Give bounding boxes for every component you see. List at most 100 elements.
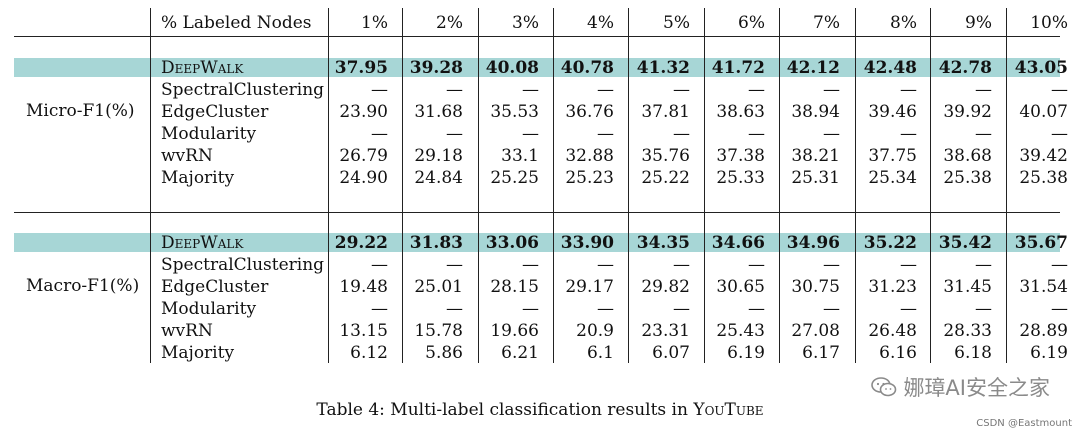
table-cell: 37.75 <box>868 146 917 166</box>
method-name: SpectralClustering <box>161 80 325 100</box>
method-name: Modularity <box>161 124 257 144</box>
column-header: 8% <box>890 13 917 33</box>
table-cell: 25.43 <box>716 321 765 341</box>
table-cell: 37.81 <box>641 102 690 122</box>
method-name: DeepWalk <box>161 58 244 78</box>
column-divider <box>553 8 554 363</box>
table-cell: 6.17 <box>802 343 840 363</box>
column-header: 3% <box>512 13 539 33</box>
table-cell: 15.78 <box>414 321 463 341</box>
table-cell: 25.01 <box>414 277 463 297</box>
table-cell: 39.46 <box>868 102 917 122</box>
column-divider <box>1006 8 1007 363</box>
table-cell: — <box>673 299 690 319</box>
table-cell: 28.89 <box>1019 321 1068 341</box>
table-cell: — <box>823 255 840 275</box>
table-cell: 41.72 <box>711 58 765 78</box>
table-cell: — <box>522 255 539 275</box>
table-cell: 39.92 <box>943 102 992 122</box>
table-cell: 42.48 <box>863 58 917 78</box>
table-cell: 29.18 <box>414 146 463 166</box>
table-cell: 23.31 <box>641 321 690 341</box>
table-cell: — <box>446 299 463 319</box>
table-cell: 34.96 <box>786 233 840 253</box>
table-cell: 13.15 <box>339 321 388 341</box>
table-cell: 33.06 <box>485 233 539 253</box>
table-cell: — <box>597 124 614 144</box>
table-cell: — <box>673 124 690 144</box>
table-cell: 42.78 <box>938 58 992 78</box>
table-cell: 25.22 <box>641 168 690 188</box>
table-cell: 36.76 <box>565 102 614 122</box>
table-cell: 25.38 <box>943 168 992 188</box>
column-divider <box>704 8 705 363</box>
table-cell: 25.34 <box>868 168 917 188</box>
watermark: 娜璋AI安全之家 <box>871 372 1050 402</box>
table-cell: 35.67 <box>1014 233 1068 253</box>
table-cell: — <box>975 124 992 144</box>
table-cell: 31.83 <box>409 233 463 253</box>
table-cell: 38.63 <box>716 102 765 122</box>
table-cell: — <box>371 80 388 100</box>
table-cell: 25.25 <box>490 168 539 188</box>
column-header: 6% <box>738 13 765 33</box>
method-name: DeepWalk <box>161 233 244 253</box>
table-cell: — <box>371 124 388 144</box>
table-cell: 29.22 <box>334 233 388 253</box>
table-cell: — <box>1051 124 1068 144</box>
table-cell: — <box>673 255 690 275</box>
table-cell: 32.88 <box>565 146 614 166</box>
table-cell: 6.07 <box>652 343 690 363</box>
column-header: 10% <box>1030 13 1068 33</box>
table-cell: 31.68 <box>414 102 463 122</box>
table-cell: — <box>823 299 840 319</box>
column-divider <box>855 8 856 363</box>
table-cell: 30.75 <box>791 277 840 297</box>
method-name: Majority <box>161 168 235 188</box>
column-divider <box>402 8 403 363</box>
table-cell: 6.16 <box>879 343 917 363</box>
table-cell: — <box>823 80 840 100</box>
table-cell: 6.18 <box>954 343 992 363</box>
table-cell: 6.1 <box>586 343 614 363</box>
table-cell: — <box>900 80 917 100</box>
rule-middle <box>14 212 1060 213</box>
column-header: 7% <box>813 13 840 33</box>
table-cell: 27.08 <box>791 321 840 341</box>
highlight-row-micro <box>14 58 1060 77</box>
table-cell: 26.48 <box>868 321 917 341</box>
table-cell: 33.90 <box>560 233 614 253</box>
table-cell: 30.65 <box>716 277 765 297</box>
table-cell: — <box>522 299 539 319</box>
table-cell: 19.48 <box>339 277 388 297</box>
table-cell: 35.76 <box>641 146 690 166</box>
table-cell: — <box>597 80 614 100</box>
table-cell: 33.1 <box>501 146 539 166</box>
table-cell: 38.68 <box>943 146 992 166</box>
table-cell: 31.23 <box>868 277 917 297</box>
table-cell: 6.19 <box>1030 343 1068 363</box>
table-cell: 40.08 <box>485 58 539 78</box>
table-cell: — <box>1051 255 1068 275</box>
table-cell: — <box>900 299 917 319</box>
table-cell: 31.54 <box>1019 277 1068 297</box>
column-header: 1% <box>361 13 388 33</box>
table-cell: — <box>597 299 614 319</box>
table-cell: 25.33 <box>716 168 765 188</box>
table-cell: 25.38 <box>1019 168 1068 188</box>
table-cell: 20.9 <box>576 321 614 341</box>
column-header: 2% <box>436 13 463 33</box>
table-cell: 34.66 <box>711 233 765 253</box>
metric-label-micro: Micro-F1(%) <box>26 101 135 121</box>
table-cell: 26.79 <box>339 146 388 166</box>
method-name: Modularity <box>161 299 257 319</box>
table-cell: 23.90 <box>339 102 388 122</box>
table-cell: — <box>748 255 765 275</box>
highlight-row-macro <box>14 233 1060 252</box>
table-cell: 29.82 <box>641 277 690 297</box>
table-cell: 25.31 <box>791 168 840 188</box>
column-header: 4% <box>587 13 614 33</box>
column-header: 5% <box>663 13 690 33</box>
column-divider <box>328 8 329 363</box>
column-divider <box>478 8 479 363</box>
